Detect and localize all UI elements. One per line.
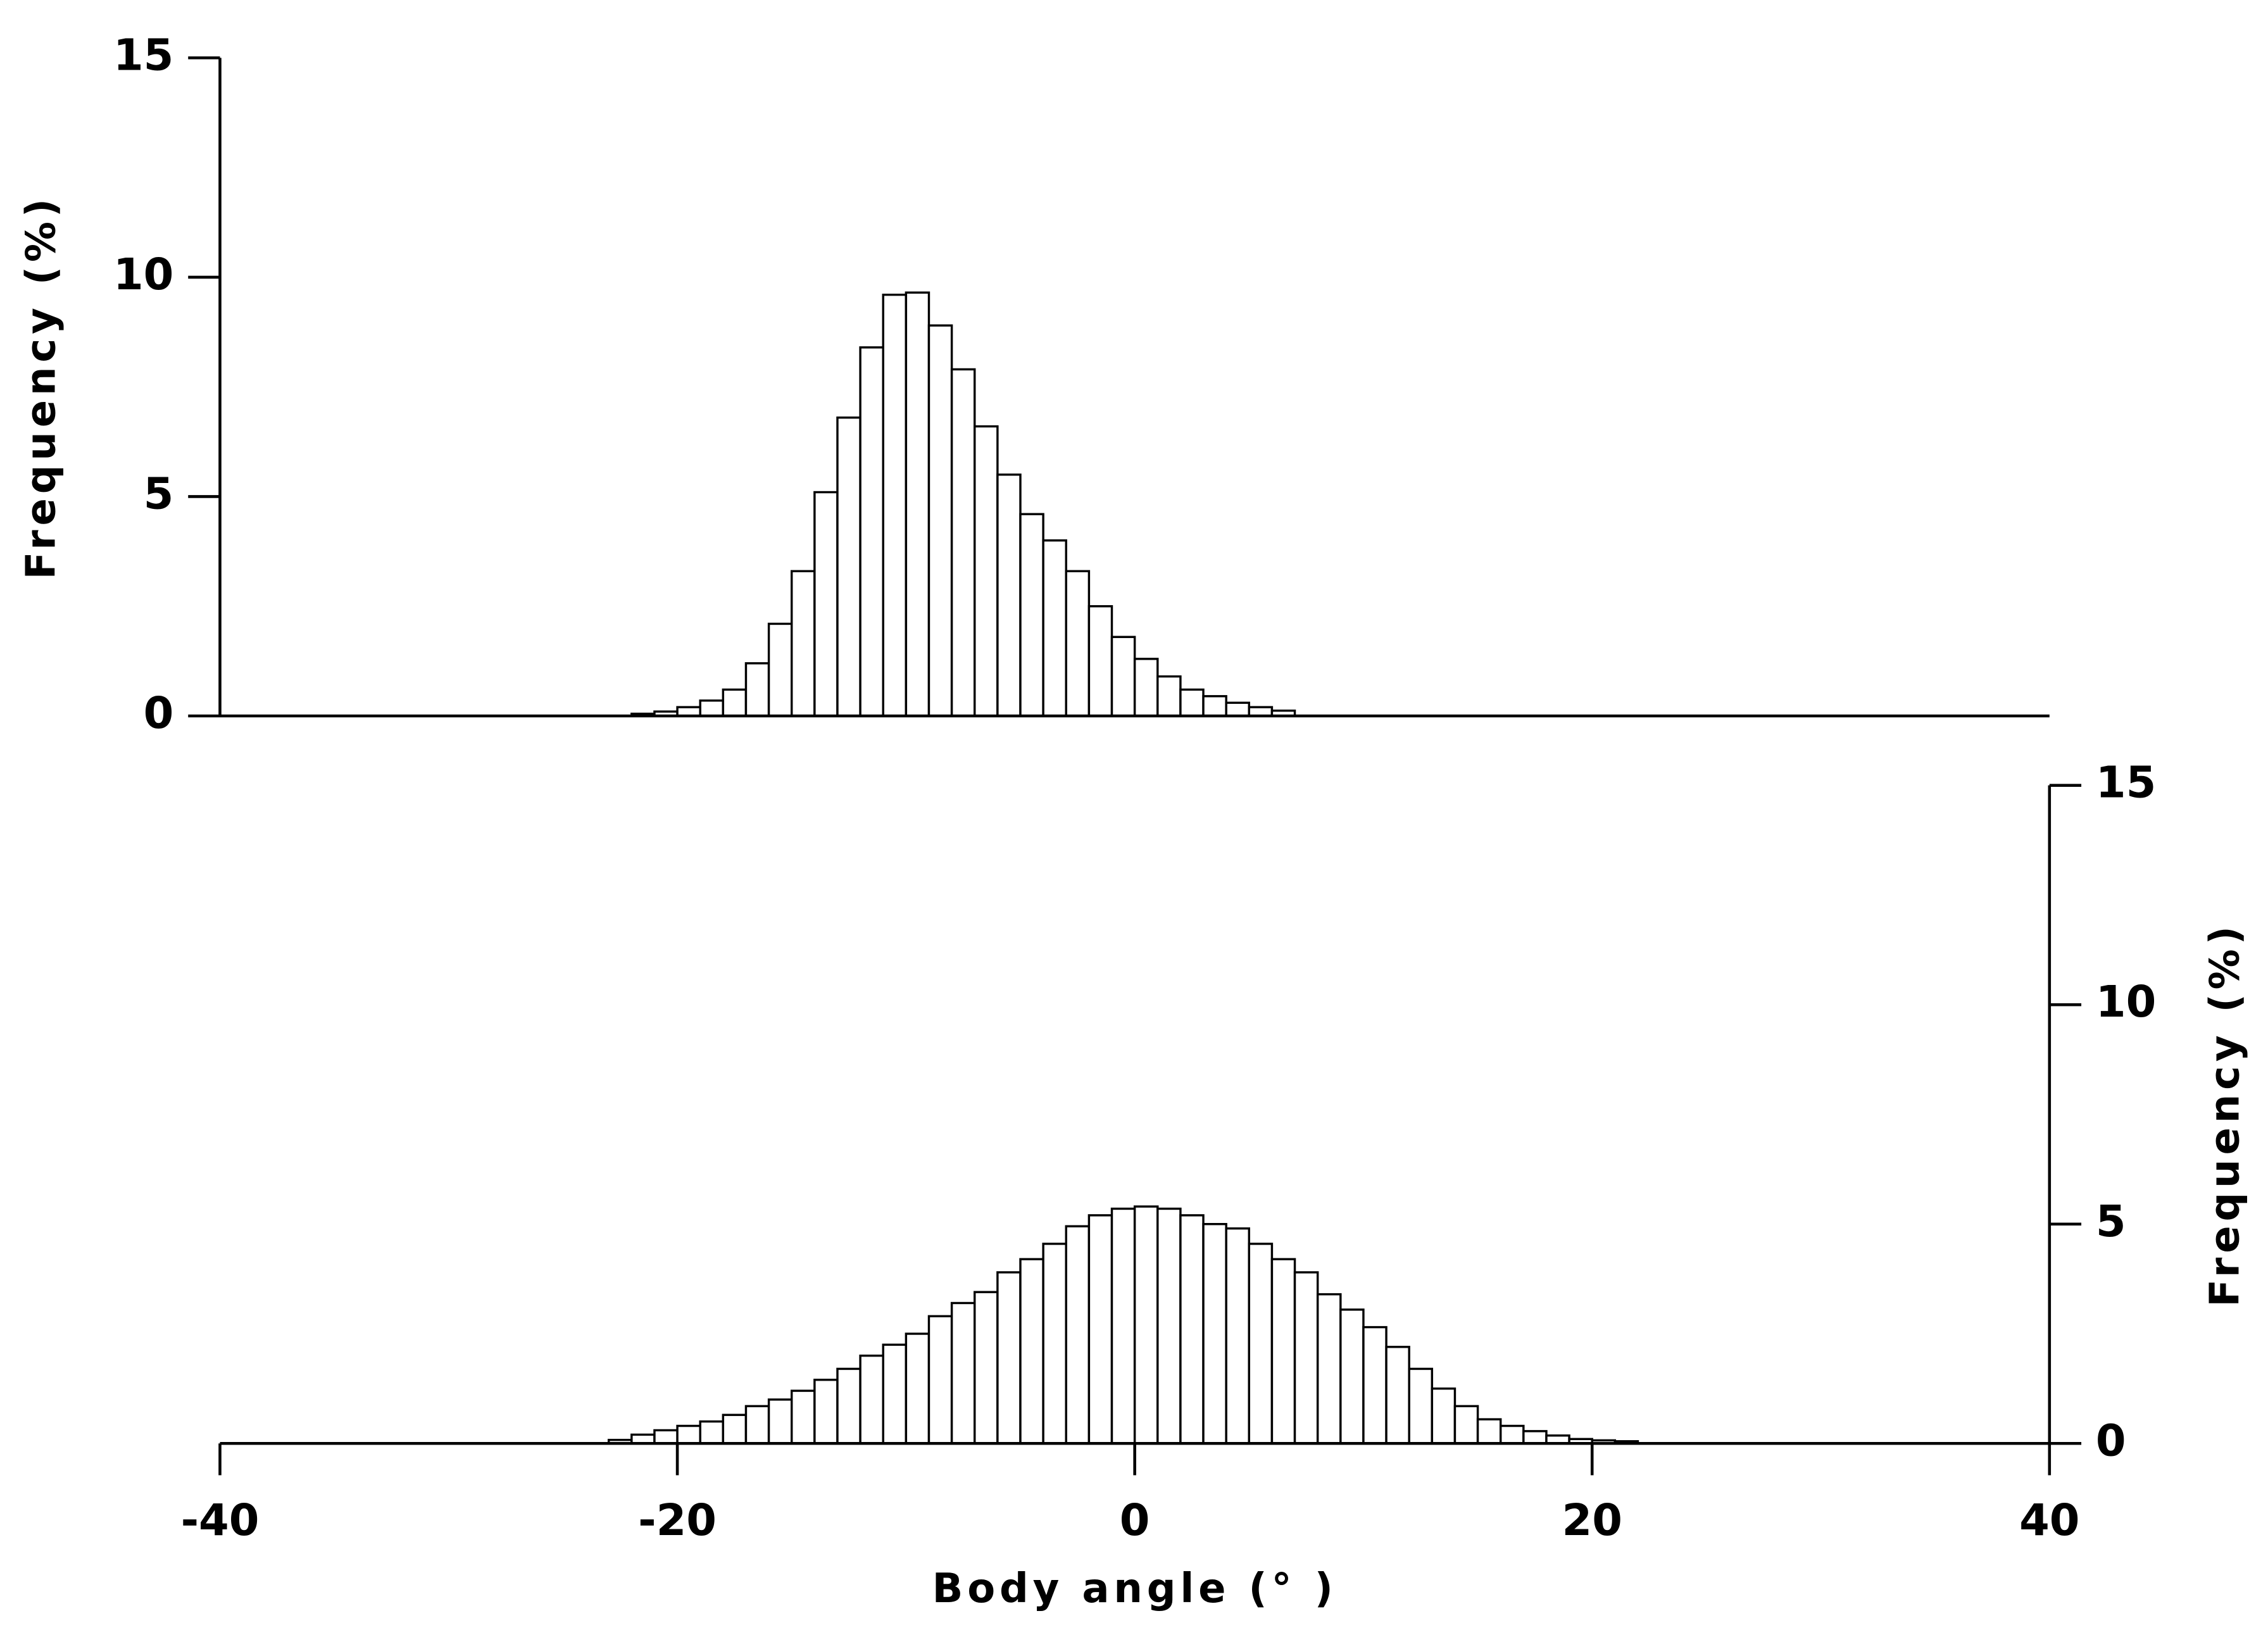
- bar: [790, 1389, 816, 1445]
- bar: [790, 570, 816, 717]
- bar: [996, 473, 1022, 717]
- bar: [882, 293, 908, 717]
- y-tick-label: 15: [113, 30, 173, 80]
- bar: [1133, 1205, 1159, 1445]
- bar: [927, 324, 953, 717]
- bar: [1179, 688, 1205, 717]
- bar: [1408, 1367, 1434, 1445]
- bar: [1316, 1293, 1342, 1445]
- x-tick-label: 40: [2019, 1495, 2079, 1546]
- x-axis-label: Body angle (° ): [932, 1565, 1338, 1612]
- bar: [905, 1332, 930, 1445]
- bar: [1065, 1225, 1091, 1445]
- bar: [1065, 570, 1091, 717]
- bar: [1042, 539, 1067, 717]
- bar: [1362, 1326, 1388, 1445]
- y-tick-label: 10: [113, 249, 173, 300]
- bar: [744, 1405, 770, 1445]
- bar: [950, 368, 976, 717]
- bar: [996, 1271, 1022, 1445]
- bar: [699, 699, 725, 717]
- bar: [1339, 1308, 1365, 1445]
- bar: [859, 346, 884, 717]
- x-tick-label: 20: [1562, 1495, 1622, 1546]
- bar: [699, 1420, 725, 1445]
- bar: [1270, 1258, 1296, 1445]
- y-tick-label: 0: [2096, 1415, 2126, 1466]
- bar: [905, 291, 930, 717]
- bar: [1087, 1214, 1113, 1445]
- bar: [1202, 695, 1227, 717]
- bar: [1293, 1271, 1319, 1445]
- bar: [950, 1301, 976, 1445]
- bar: [767, 1398, 793, 1445]
- y-tick-label: 5: [2096, 1196, 2126, 1247]
- bar: [813, 491, 839, 717]
- bar: [1453, 1405, 1479, 1445]
- y-tick-label: 5: [144, 469, 174, 520]
- y-axis-label: Frequency (%): [18, 194, 65, 579]
- bar: [1225, 1227, 1251, 1445]
- bar: [859, 1354, 884, 1445]
- bar: [1042, 1243, 1067, 1445]
- bar: [974, 1291, 999, 1445]
- bar: [676, 1424, 701, 1445]
- bar: [927, 1315, 953, 1445]
- bar: [836, 416, 861, 717]
- bar: [653, 1429, 679, 1445]
- bar: [813, 1379, 839, 1445]
- bar: [836, 1367, 861, 1445]
- x-tick-label: -40: [181, 1495, 260, 1546]
- bar: [1225, 701, 1251, 717]
- x-tick-label: 0: [1120, 1495, 1150, 1546]
- bar: [1110, 1207, 1136, 1445]
- bar: [1248, 1243, 1274, 1445]
- y-tick-label: 10: [2096, 977, 2156, 1027]
- bar: [974, 425, 999, 717]
- bar: [767, 622, 793, 717]
- y-tick-label: 0: [144, 688, 174, 739]
- bar: [1019, 1258, 1044, 1445]
- bar: [1385, 1346, 1410, 1445]
- bar: [1179, 1214, 1205, 1445]
- bar: [1202, 1223, 1227, 1445]
- bar: [1522, 1430, 1548, 1445]
- bar: [1476, 1418, 1502, 1445]
- bar: [1431, 1387, 1457, 1445]
- bar: [1087, 605, 1113, 717]
- y-axis-label: Frequency (%): [2202, 922, 2248, 1307]
- bar: [1110, 636, 1136, 717]
- x-tick-label: -20: [638, 1495, 717, 1546]
- bar: [1019, 513, 1044, 717]
- bar: [722, 688, 748, 717]
- bar: [1499, 1424, 1525, 1445]
- bar: [882, 1343, 908, 1445]
- bar: [1156, 675, 1182, 717]
- bar: [722, 1414, 748, 1445]
- bar: [1133, 658, 1159, 717]
- bar: [1156, 1207, 1182, 1445]
- y-tick-label: 15: [2096, 758, 2156, 808]
- bar: [744, 662, 770, 717]
